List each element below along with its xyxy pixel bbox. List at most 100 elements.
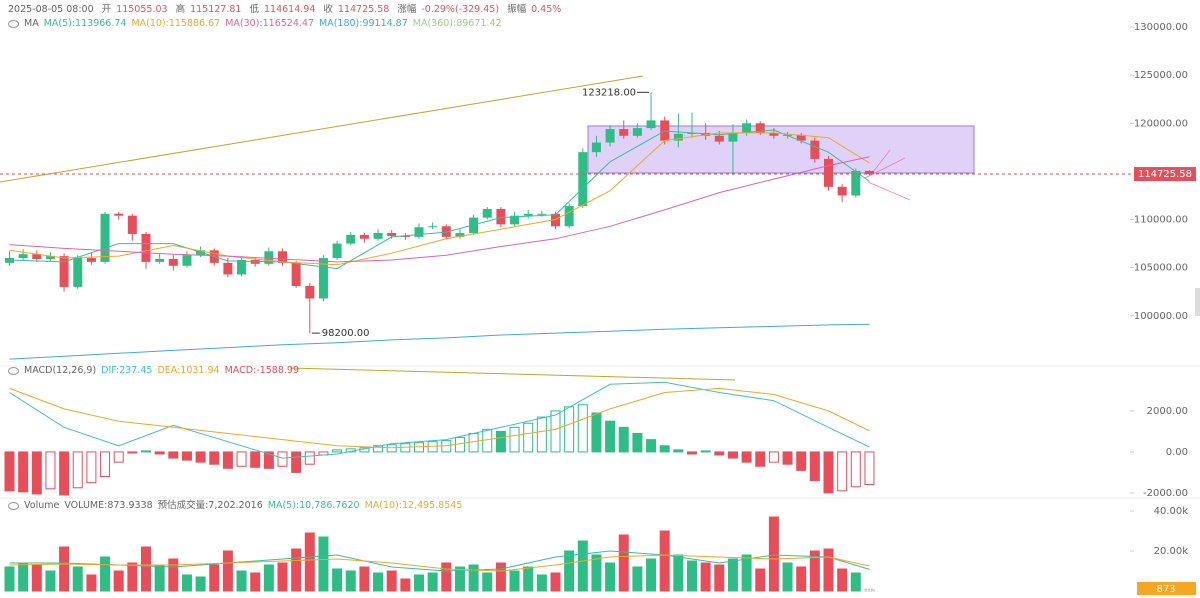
y-tick-label: 120000.00 (1134, 118, 1188, 129)
volume-bar (659, 530, 670, 592)
macd-bar (768, 451, 779, 463)
candle-body (796, 134, 806, 141)
volume-bar (45, 570, 56, 592)
y-tick-label: 110000.00 (1134, 215, 1188, 226)
amplitude-label: 振幅 (507, 4, 527, 15)
macd-bar (386, 444, 397, 453)
macd-bar (509, 426, 520, 453)
macd-line (9, 387, 870, 449)
candle-body (59, 256, 69, 287)
legend-title: Volume (24, 500, 60, 511)
candle-body (182, 255, 192, 266)
last-volume-label: 873 (1156, 584, 1175, 595)
macd-bar (195, 451, 206, 463)
trend-line (289, 367, 736, 381)
candle-body (496, 208, 506, 225)
volume-bar (250, 572, 261, 592)
macd-bar (454, 437, 465, 453)
macd-bar (72, 451, 83, 489)
volume-bar (127, 562, 138, 592)
candle-body (537, 213, 547, 215)
volume-bar (850, 572, 861, 592)
candle-body (864, 170, 874, 175)
max-annotation: 123218.00 (582, 87, 636, 98)
legend-entry: DIF:237.45 (101, 365, 153, 376)
macd-bar (782, 451, 793, 465)
candle-body (687, 132, 697, 134)
macd-bar (45, 451, 56, 490)
candle-body (632, 128, 642, 136)
y-tick-label: -2000.00 (1143, 488, 1188, 499)
close-value: 114725.58 (337, 4, 390, 15)
volume-bar (263, 564, 274, 592)
macd-bar (18, 451, 29, 493)
candle-body (373, 233, 383, 239)
macd-bar (277, 451, 288, 467)
last-volume-box (1137, 582, 1196, 595)
eye-icon[interactable] (8, 501, 19, 510)
candle-body (318, 258, 328, 299)
eye-icon[interactable] (8, 19, 19, 28)
macd-bar (646, 439, 657, 453)
eye-icon[interactable] (8, 366, 19, 375)
candle-body (510, 215, 520, 225)
volume-bar (113, 570, 124, 592)
volume-bar (195, 576, 206, 592)
macd-bar (618, 426, 629, 453)
candle-body (291, 262, 301, 286)
volume-value: VOLUME:873.9338 (64, 500, 153, 511)
candle-body (400, 235, 410, 237)
change-label: 涨幅 (397, 4, 417, 15)
candle-body (45, 256, 55, 260)
low-value: 114614.94 (264, 4, 316, 15)
candle-body (18, 254, 28, 259)
macd-bar (727, 451, 738, 459)
y-tick-label: 2000.00 (1147, 406, 1188, 417)
ma-line (9, 323, 870, 360)
legend-entry: MA(5):10,786.7620 (267, 500, 360, 511)
volume-bar (86, 574, 97, 592)
volume-bar (550, 572, 561, 592)
y-tick-label: 100000.00 (1134, 311, 1188, 322)
macd-bar (564, 406, 575, 453)
volume-bar (809, 550, 820, 592)
volume-bar (373, 572, 384, 592)
candle-body (100, 213, 110, 262)
macd-bar (605, 420, 616, 453)
macd-bar (4, 451, 15, 492)
scroll-handle[interactable] (1195, 288, 1200, 316)
candle-body (769, 132, 779, 136)
y-tick-label: 130000.00 (1134, 22, 1188, 33)
candle-body (646, 120, 656, 129)
volume-bar (222, 550, 233, 592)
volume-bar (673, 554, 684, 592)
y-tick-label: 105000.00 (1134, 263, 1188, 274)
macd-line (9, 381, 870, 459)
candle-body (86, 258, 96, 262)
macd-bar (154, 451, 165, 455)
macd-bar (304, 451, 315, 465)
macd-bar (141, 450, 151, 453)
volume-bar (618, 534, 629, 592)
macd-bar (536, 416, 547, 453)
panel (5, 92, 874, 360)
candle-body (455, 233, 465, 237)
candle-body (619, 129, 629, 136)
candle-body (714, 135, 724, 142)
candle-body (728, 132, 738, 142)
macd-bar (86, 451, 97, 484)
volume-estimate: 预估成交量:7,202.2016 (157, 500, 263, 511)
legend-entry: MA(10):12,495.8545 (364, 500, 463, 511)
volume-bar (345, 570, 356, 592)
legend-entry: MA(180):99114.87 (319, 18, 408, 29)
candle-body (346, 234, 356, 244)
macd-bar (687, 451, 697, 455)
volume-bar (741, 554, 752, 592)
header: 2025-08-05 08:00 开 115055.03 高 115127.81 低… (8, 4, 566, 16)
volume-bar (782, 562, 793, 592)
macd-bar (673, 449, 684, 453)
macd-bar (755, 451, 766, 467)
candle-body (155, 259, 165, 262)
candle-body (332, 243, 342, 259)
macd-bar (250, 451, 261, 468)
